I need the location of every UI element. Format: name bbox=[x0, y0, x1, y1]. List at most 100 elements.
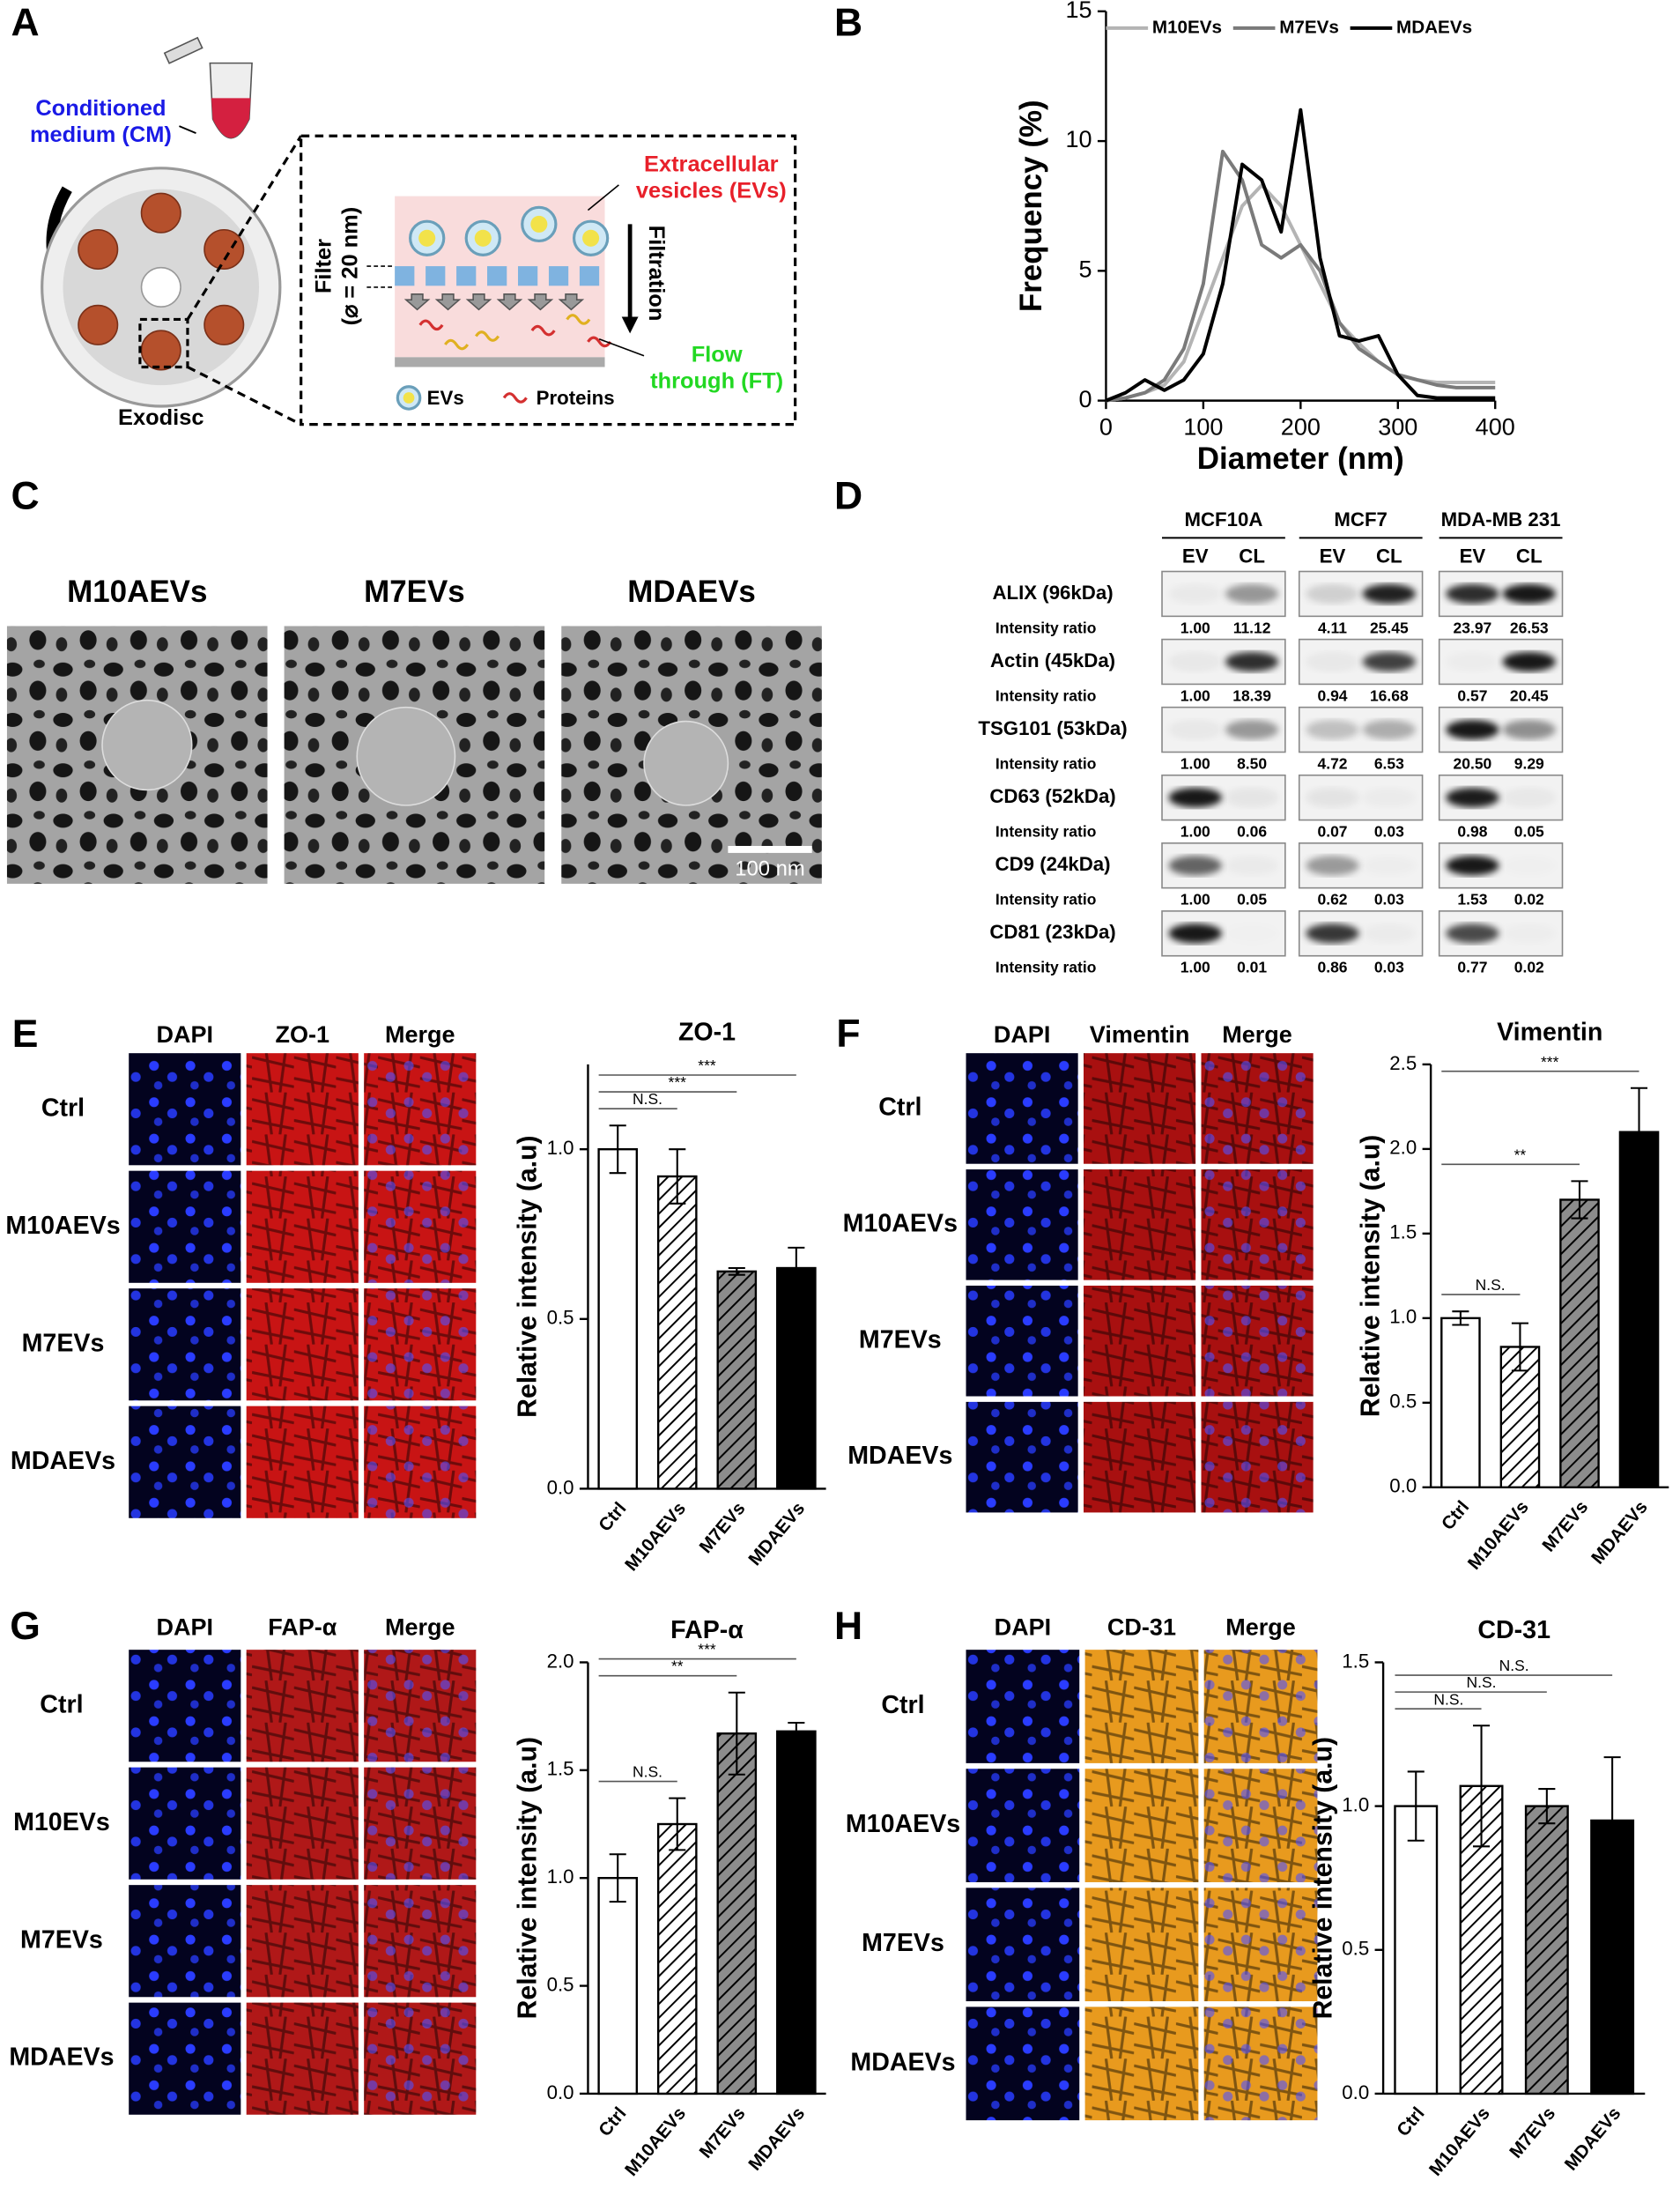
row-label: Ctrl bbox=[41, 1094, 85, 1122]
ratio-value: 0.01 bbox=[1237, 959, 1267, 976]
device-label: Exodisc bbox=[118, 405, 204, 430]
bar bbox=[716, 1732, 758, 2095]
scale-bar bbox=[728, 845, 812, 853]
band bbox=[1306, 923, 1359, 944]
ratio-label: Intensity ratio bbox=[995, 686, 1097, 704]
micrograph-nuclei bbox=[364, 1767, 477, 1880]
ratio-value: 0.02 bbox=[1514, 891, 1544, 909]
column-label: Vimentin bbox=[1090, 1021, 1190, 1048]
micrograph-texture bbox=[1084, 1401, 1196, 1513]
ratio-value: 0.03 bbox=[1374, 823, 1404, 841]
protein-label: ALIX (96kDa) bbox=[992, 582, 1113, 604]
micrograph bbox=[966, 1285, 1078, 1397]
ratio-value: 1.00 bbox=[1180, 823, 1210, 841]
band bbox=[1502, 788, 1556, 808]
ratio-value: 6.53 bbox=[1374, 754, 1404, 772]
y-axis-title: Frequency (%) bbox=[1014, 100, 1048, 312]
x-tick-label: M10AEVs bbox=[621, 1498, 690, 1575]
significance-label: *** bbox=[698, 1641, 716, 1658]
y-tick-label: 15 bbox=[1066, 0, 1092, 23]
band bbox=[1446, 856, 1499, 876]
error-bar bbox=[1630, 1087, 1648, 1177]
significance-label: N.S. bbox=[1467, 1673, 1497, 1691]
vesicles bbox=[409, 205, 610, 256]
band bbox=[1446, 923, 1499, 944]
ratio-value: 4.72 bbox=[1318, 754, 1348, 772]
micrograph-nuclei bbox=[1203, 2006, 1318, 2121]
significance-label: *** bbox=[698, 1057, 716, 1074]
micrograph-texture bbox=[1084, 2006, 1199, 2121]
band bbox=[1168, 788, 1222, 808]
legend-label: MDAEVs bbox=[1396, 17, 1472, 37]
micrograph-nuclei bbox=[364, 1406, 477, 1518]
band bbox=[1446, 788, 1499, 808]
micrograph bbox=[966, 1053, 1078, 1164]
band bbox=[1306, 651, 1359, 672]
x-tick-label: M10AEVs bbox=[1425, 2103, 1494, 2180]
disc-center bbox=[140, 266, 181, 308]
panel-label: B bbox=[834, 1, 862, 44]
x-tick-label: 200 bbox=[1281, 414, 1321, 441]
micrograph-texture bbox=[1084, 1769, 1199, 1882]
band bbox=[1363, 856, 1416, 875]
band bbox=[1502, 651, 1556, 672]
band bbox=[1306, 583, 1359, 605]
pointer bbox=[179, 125, 196, 134]
scale-label: 100 nm bbox=[735, 857, 804, 880]
micrograph bbox=[966, 1650, 1080, 1763]
ratio-value: 0.05 bbox=[1237, 891, 1267, 909]
micrograph-nuclei bbox=[1203, 1650, 1318, 1763]
micrograph-nuclei bbox=[1201, 1285, 1314, 1397]
x-axis-title: Diameter (nm) bbox=[1197, 441, 1404, 476]
cm-label: Conditioned bbox=[35, 96, 166, 121]
blot bbox=[1438, 910, 1564, 957]
column-label: FAP-α bbox=[268, 1613, 337, 1640]
legend-label: M7EVs bbox=[1279, 17, 1339, 37]
row-label: MDAEVs bbox=[847, 1442, 952, 1470]
error-bar bbox=[728, 1266, 745, 1276]
column-label: CD-31 bbox=[1107, 1613, 1176, 1640]
band bbox=[1168, 923, 1222, 944]
band bbox=[1168, 719, 1222, 740]
ratio-value: 26.53 bbox=[1510, 619, 1549, 636]
micrograph-texture bbox=[246, 1767, 359, 1880]
band bbox=[1362, 651, 1417, 672]
error-bar bbox=[609, 1124, 626, 1175]
band bbox=[1503, 923, 1556, 943]
x-tick-label: M7EVs bbox=[1538, 1497, 1592, 1556]
y-tick-label: 0.0 bbox=[1342, 2081, 1369, 2103]
y-tick-label: 2.0 bbox=[547, 1650, 574, 1672]
column-label: Merge bbox=[385, 1021, 455, 1048]
ratio-label: Intensity ratio bbox=[995, 891, 1097, 909]
band bbox=[1306, 719, 1359, 740]
ratio-value: 0.02 bbox=[1514, 959, 1544, 976]
vesicle bbox=[643, 720, 729, 806]
micrograph bbox=[129, 1885, 241, 1998]
micrograph-texture bbox=[1084, 1053, 1196, 1164]
micrograph-texture bbox=[246, 1650, 359, 1762]
micrograph-texture bbox=[1084, 1169, 1196, 1280]
micrograph-nuclei bbox=[1203, 1769, 1318, 1882]
cell-line: MDA-MB 231 bbox=[1441, 508, 1561, 530]
x-tick-label: M10AEVs bbox=[621, 2103, 690, 2180]
bar bbox=[1559, 1198, 1600, 1489]
tube-cap bbox=[163, 36, 204, 64]
protein-label: CD81 (23kDa) bbox=[989, 921, 1115, 943]
band bbox=[1225, 651, 1279, 672]
error-bar bbox=[1511, 1322, 1528, 1372]
row-label: MDAEVs bbox=[850, 2048, 955, 2076]
lane-label: CL bbox=[1239, 545, 1265, 567]
row-label: MDAEVs bbox=[11, 1447, 115, 1475]
micrograph bbox=[129, 1288, 241, 1401]
ratio-value: 4.11 bbox=[1318, 619, 1347, 636]
panel-label: H bbox=[834, 1605, 862, 1648]
micrograph bbox=[966, 1169, 1078, 1280]
ratio-value: 0.07 bbox=[1318, 823, 1348, 841]
bar bbox=[1440, 1317, 1481, 1489]
y-tick-label: 1.0 bbox=[547, 1866, 574, 1888]
column-label: DAPI bbox=[994, 1021, 1051, 1048]
y-tick-label: 1.5 bbox=[1342, 1650, 1369, 1672]
pointer bbox=[587, 184, 619, 211]
band bbox=[1225, 583, 1279, 605]
panel-c: M10AEVs M7EVs MDAEVs 100 nm bbox=[6, 575, 822, 884]
